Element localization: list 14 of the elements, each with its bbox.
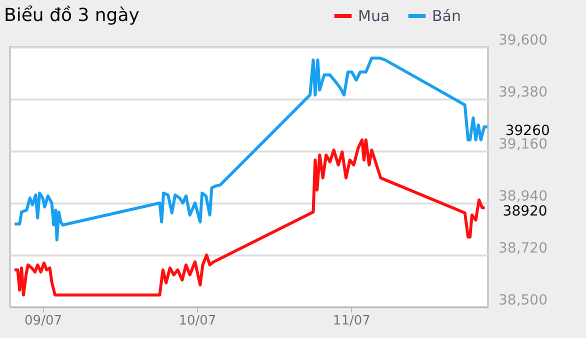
y-tick-label: 38,720 xyxy=(498,240,548,256)
chart-title: Biểu đồ 3 ngày xyxy=(4,5,140,26)
legend-label: Bán xyxy=(432,7,461,25)
y-tick-label: 39,160 xyxy=(498,136,548,152)
legend-label: Mua xyxy=(358,7,390,25)
y-tick-label: 39,600 xyxy=(498,32,548,48)
x-tick-label: 11/07 xyxy=(332,314,370,328)
x-tick-label: 10/07 xyxy=(178,314,216,328)
annotation: 38920 xyxy=(502,204,548,220)
x-tick-label: 09/07 xyxy=(24,314,62,328)
y-tick-label: 39,380 xyxy=(498,84,548,100)
annotation: 39260 xyxy=(505,122,550,139)
y-tick-label: 38,940 xyxy=(498,188,548,204)
y-tick-label: 38,500 xyxy=(498,292,548,308)
